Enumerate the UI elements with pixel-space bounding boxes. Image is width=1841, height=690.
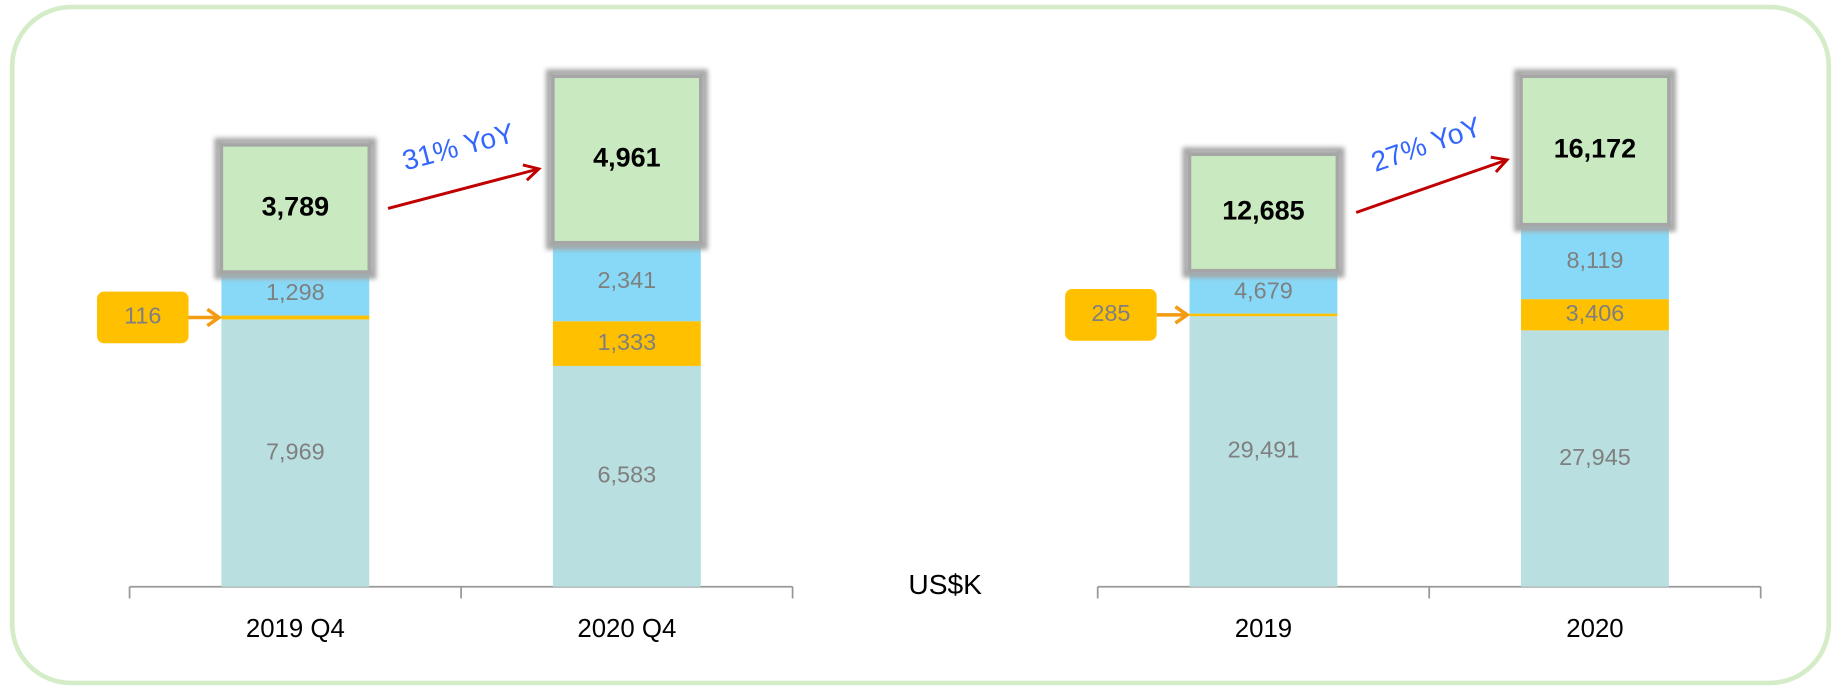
data-label: 29,491	[1228, 437, 1300, 463]
bar-segment	[552, 242, 701, 322]
x-tick-label: 2020 Q4	[577, 615, 676, 643]
bar-segment	[552, 365, 701, 587]
top-box-shadow	[214, 137, 377, 280]
data-label: 116	[124, 303, 161, 329]
data-label: 1,333	[597, 329, 656, 355]
bar-segment	[221, 271, 370, 316]
data-label: 7,969	[266, 438, 325, 464]
top-box-shadow	[1182, 147, 1345, 278]
data-label: 4,679	[1234, 277, 1293, 303]
unit-label: US$K	[908, 569, 982, 600]
bar-segment	[1519, 74, 1671, 227]
bar-segment	[1189, 270, 1338, 314]
yoy-arrow	[387, 167, 540, 210]
callout-arrowhead	[206, 307, 223, 328]
bar-segment	[221, 319, 370, 587]
bar-segment	[1189, 313, 1338, 317]
yoy-arrow	[1355, 158, 1508, 214]
callout-arrowhead	[1174, 305, 1191, 325]
data-label: 6,583	[597, 462, 656, 488]
top-box-shadow	[545, 69, 708, 250]
x-tick-label: 2019	[1235, 615, 1292, 643]
data-label: 3,406	[1566, 300, 1625, 326]
bar-segment	[219, 143, 372, 274]
top-box-shadow	[1513, 69, 1676, 232]
bar-segment	[1187, 152, 1340, 273]
yoy-arrowhead	[1490, 155, 1510, 174]
bar-segment	[221, 315, 370, 320]
data-label: 27,945	[1559, 444, 1631, 470]
data-label: 16,172	[1554, 134, 1637, 164]
data-label: 285	[1091, 300, 1130, 326]
yoy-arrowhead	[522, 163, 542, 182]
bar-segment	[1521, 330, 1669, 587]
data-label: 3,789	[262, 192, 329, 222]
data-label: 4,961	[593, 143, 661, 173]
data-label: 8,119	[1566, 247, 1623, 273]
x-tick-label: 2019 Q4	[246, 615, 345, 643]
callout-box	[97, 291, 189, 344]
data-label: 1,298	[266, 279, 325, 305]
data-label: 12,685	[1222, 196, 1304, 226]
bar-segment	[1189, 316, 1338, 587]
x-tick-label: 2020	[1566, 615, 1623, 643]
bar-segment	[1521, 299, 1669, 331]
callout-box	[1065, 289, 1157, 341]
bar-segment	[551, 74, 703, 245]
frame	[9, 4, 1832, 686]
bar-segment	[1521, 224, 1669, 300]
data-label: 2,341	[597, 267, 656, 293]
bar-segment	[552, 321, 701, 366]
